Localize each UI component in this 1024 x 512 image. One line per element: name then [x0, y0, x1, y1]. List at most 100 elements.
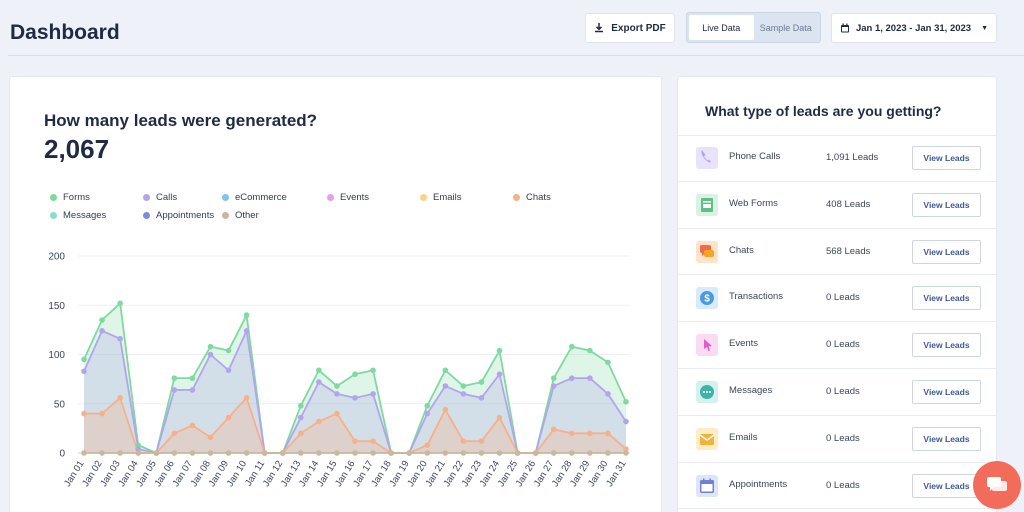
point-chats: [496, 414, 503, 421]
point-other: [550, 450, 557, 456]
point-chats: [623, 446, 629, 452]
point-calls: [117, 335, 123, 342]
point-calls: [442, 383, 449, 389]
point-other: [207, 450, 214, 456]
lead-type-name: Phone Calls: [729, 151, 781, 162]
legend-item-events[interactable]: Events: [327, 192, 369, 203]
legend-item-chats[interactable]: Chats: [513, 192, 551, 203]
legend-dot: [50, 212, 57, 219]
legend-label: eCommerce: [235, 192, 287, 203]
lead-type-count: 0 Leads: [826, 479, 860, 491]
lead-type-row: Events 0 Leads View Leads: [678, 322, 996, 369]
point-calls: [623, 418, 629, 425]
point-other: [532, 450, 539, 456]
point-chats: [171, 430, 178, 437]
point-other: [406, 450, 413, 456]
point-chats: [316, 418, 322, 425]
point-forms: [442, 367, 449, 374]
lead-types-card: What type of leads are you getting? Phon…: [677, 76, 997, 512]
point-chats: [370, 438, 376, 444]
point-calls: [298, 414, 304, 421]
legend-item-calls[interactable]: Calls: [143, 192, 177, 203]
legend-item-forms[interactable]: Forms: [50, 192, 90, 203]
legend-dot: [50, 194, 57, 201]
date-range-picker[interactable]: Jan 1, 2023 - Jan 31, 2023 ▼: [831, 13, 997, 43]
point-chats: [587, 430, 593, 437]
legend-label: Messages: [63, 210, 107, 221]
view-leads-button[interactable]: View Leads: [912, 473, 981, 498]
area-forms: [84, 303, 626, 453]
lead-type-count: 0 Leads: [826, 386, 860, 397]
chat-support-button[interactable]: [973, 461, 1021, 509]
live-data-option[interactable]: Live Data: [689, 15, 754, 40]
legend-label: Chats: [526, 192, 551, 203]
point-forms: [550, 375, 557, 381]
point-forms: [207, 343, 214, 350]
view-leads-button[interactable]: View Leads: [912, 426, 981, 451]
point-chats: [81, 410, 87, 417]
lead-type-row: $ Transactions 0 Leads View Leads: [678, 275, 996, 323]
lead-type-row: Appointments 0 Leads View Leads: [678, 463, 996, 510]
point-calls: [334, 391, 340, 397]
view-leads-button[interactable]: View Leads: [912, 380, 981, 404]
point-calls: [478, 395, 485, 401]
view-leads-button[interactable]: View Leads: [912, 286, 981, 311]
point-chats: [225, 414, 232, 421]
point-chats: [442, 406, 449, 413]
point-forms: [352, 371, 358, 378]
point-other: [514, 450, 521, 456]
dollar-icon: $: [696, 287, 718, 310]
legend-label: Events: [340, 192, 370, 203]
point-calls: [171, 387, 178, 393]
point-chats: [189, 422, 196, 429]
view-leads-button[interactable]: View Leads: [912, 333, 981, 358]
legend-item-emails[interactable]: Emails: [420, 192, 462, 203]
point-other: [298, 450, 304, 456]
point-other: [99, 450, 105, 456]
legend-item-ecommerce[interactable]: eCommerce: [222, 192, 287, 203]
lead-type-row: Chats 568 Leads View Leads: [678, 229, 996, 276]
point-chats: [243, 395, 250, 401]
point-other: [316, 450, 322, 456]
export-pdf-button[interactable]: Export PDF: [585, 13, 675, 43]
legend-label: Forms: [63, 192, 90, 203]
lead-type-name: Transactions: [729, 291, 784, 303]
point-other: [153, 450, 160, 456]
y-tick-label: 50: [54, 399, 66, 410]
view-leads-button[interactable]: View Leads: [912, 192, 981, 217]
point-other: [117, 450, 123, 456]
lead-type-name: Emails: [729, 431, 758, 443]
point-calls: [207, 351, 214, 358]
view-leads-button[interactable]: View Leads: [912, 146, 981, 170]
legend-dot: [222, 194, 229, 201]
point-calls: [352, 395, 358, 401]
point-other: [496, 450, 503, 456]
lead-type-count: 568 Leads: [826, 245, 871, 257]
legend-dot: [513, 194, 520, 201]
point-calls: [587, 375, 593, 381]
lead-type-count: 0 Leads: [826, 292, 860, 304]
legend-item-other[interactable]: Other: [222, 210, 259, 221]
point-other: [442, 450, 449, 456]
point-other: [370, 450, 376, 456]
date-range-label: Jan 1, 2023 - Jan 31, 2023: [855, 22, 972, 34]
leads-question-title: How many leads were generated?: [44, 111, 318, 130]
point-other: [81, 450, 87, 456]
sample-data-option[interactable]: Sample Data: [759, 22, 812, 33]
point-forms: [135, 442, 141, 448]
legend-item-appointments[interactable]: Appointments: [143, 210, 214, 221]
point-calls: [496, 371, 503, 378]
lead-types-divider: [678, 135, 996, 136]
legend-item-messages[interactable]: Messages: [50, 210, 106, 221]
point-calls: [243, 328, 250, 334]
point-calls: [605, 391, 611, 397]
phone-icon: [696, 147, 718, 169]
y-tick-label: 150: [48, 301, 65, 312]
y-tick-label: 0: [59, 449, 65, 460]
lead-type-count: 0 Leads: [826, 432, 860, 444]
view-leads-button[interactable]: View Leads: [912, 239, 981, 264]
legend-label: Other: [235, 210, 259, 221]
point-forms: [298, 402, 304, 409]
point-other: [569, 450, 575, 456]
